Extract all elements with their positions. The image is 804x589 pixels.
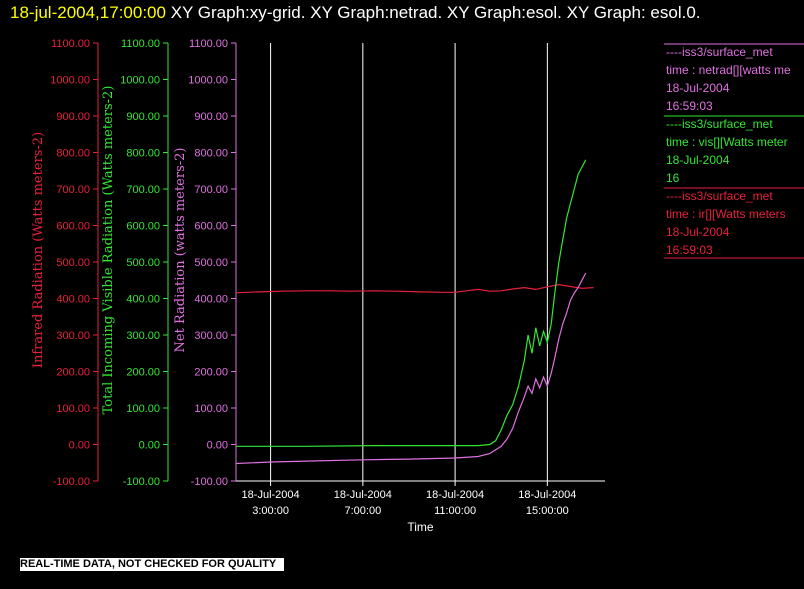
x-tick-time-3: 15:00:00 <box>526 505 569 517</box>
ir-tick-label-1: 0.00 <box>69 440 90 452</box>
vis-tick-label-11: 1000.00 <box>120 75 160 87</box>
net-tick-label-0: -100.00 <box>191 476 228 488</box>
ir-legend-line-3: 16:59:03 <box>666 243 713 257</box>
x-tick-date-3: 18-Jul-2004 <box>518 489 576 501</box>
graph-title: 18-jul-2004,17:00:00 XY Graph:xy-grid. X… <box>10 2 800 24</box>
ir-legend-line-2: 18-Jul-2004 <box>666 225 730 239</box>
net-legend-line-3: 16:59:03 <box>666 99 713 113</box>
x-axis-label: Time <box>407 520 434 534</box>
vis-tick-label-1: 0.00 <box>139 440 160 452</box>
vis-tick-label-6: 500.00 <box>126 257 160 269</box>
timestamp: 18-jul-2004,17:00:00 <box>10 3 166 22</box>
vis-tick-label-12: 1100.00 <box>121 38 160 50</box>
net-tick-label-10: 900.00 <box>194 111 228 123</box>
x-tick-time-2: 11:00:00 <box>434 505 476 517</box>
ir-tick-label-10: 900.00 <box>56 111 90 123</box>
net-legend-line-1: time : netrad[][watts me <box>666 63 791 77</box>
x-tick-time-1: 7:00:00 <box>344 505 381 517</box>
vis-tick-label-8: 700.00 <box>126 184 160 196</box>
net-tick-label-3: 200.00 <box>194 367 228 379</box>
title-text: XY Graph:xy-grid. XY Graph:netrad. XY Gr… <box>165 3 701 22</box>
vis-tick-label-2: 100.00 <box>126 403 160 415</box>
vis-legend-line-3: 16 <box>666 171 680 185</box>
net-axis-label: Net Radiation (watts meters-2) <box>173 148 188 353</box>
net-tick-label-11: 1000.00 <box>188 75 228 87</box>
ir-axis-label: Infrared Radiation (Watts meters-2) <box>31 132 46 368</box>
net-tick-label-1: 0.00 <box>207 440 228 452</box>
ir-tick-label-3: 200.00 <box>56 367 90 379</box>
ir-tick-label-5: 400.00 <box>56 294 90 306</box>
ir-tick-label-6: 500.00 <box>56 257 90 269</box>
x-tick-date-1: 18-Jul-2004 <box>334 489 392 501</box>
vis-legend-line-2: 18-Jul-2004 <box>666 153 730 167</box>
net-tick-label-2: 100.00 <box>194 403 228 415</box>
vis-legend-line-0: ----iss3/surface_met <box>666 117 773 131</box>
net-tick-label-9: 800.00 <box>194 148 228 160</box>
vis-tick-label-0: -100.00 <box>123 476 160 488</box>
net-tick-label-12: 1100.00 <box>189 38 228 50</box>
ir-tick-label-4: 300.00 <box>56 330 90 342</box>
x-tick-date-0: 18-Jul-2004 <box>242 489 300 501</box>
vis-axis-label: Total Incoming Visible Radiation (Watts … <box>101 86 116 415</box>
ir-tick-label-0: -100.00 <box>53 476 90 488</box>
x-tick-time-0: 3:00:00 <box>252 505 289 517</box>
ir-legend-line-0: ----iss3/surface_met <box>666 189 773 203</box>
ir-tick-label-8: 700.00 <box>56 184 90 196</box>
x-tick-date-2: 18-Jul-2004 <box>426 489 484 501</box>
ir-tick-label-12: 1100.00 <box>51 38 90 50</box>
ir-tick-label-7: 600.00 <box>56 221 90 233</box>
ir-tick-label-11: 1000.00 <box>50 75 90 87</box>
net-tick-label-6: 500.00 <box>194 257 228 269</box>
net-series-line <box>235 272 587 465</box>
vis-legend-line-1: time : vis[][Watts meter <box>666 135 788 149</box>
ir-series-line <box>235 283 594 294</box>
vis-tick-label-7: 600.00 <box>126 221 160 233</box>
vis-tick-label-9: 800.00 <box>126 148 160 160</box>
vis-tick-label-10: 900.00 <box>126 111 160 123</box>
vis-series-line <box>236 159 587 447</box>
ir-tick-label-2: 100.00 <box>56 403 90 415</box>
vis-tick-label-4: 300.00 <box>126 330 160 342</box>
net-tick-label-5: 400.00 <box>194 294 228 306</box>
vis-tick-label-5: 400.00 <box>126 294 160 306</box>
quality-notice: REAL-TIME DATA, NOT CHECKED FOR QUALITY <box>20 558 285 571</box>
ir-legend-line-1: time : ir[][Watts meters <box>666 207 786 221</box>
net-tick-label-8: 700.00 <box>194 184 228 196</box>
net-legend-line-2: 18-Jul-2004 <box>666 81 730 95</box>
net-legend-line-0: ----iss3/surface_met <box>666 45 773 59</box>
vis-tick-label-3: 200.00 <box>126 367 160 379</box>
net-tick-label-4: 300.00 <box>194 330 228 342</box>
net-tick-label-7: 600.00 <box>194 221 228 233</box>
ir-tick-label-9: 800.00 <box>56 148 90 160</box>
